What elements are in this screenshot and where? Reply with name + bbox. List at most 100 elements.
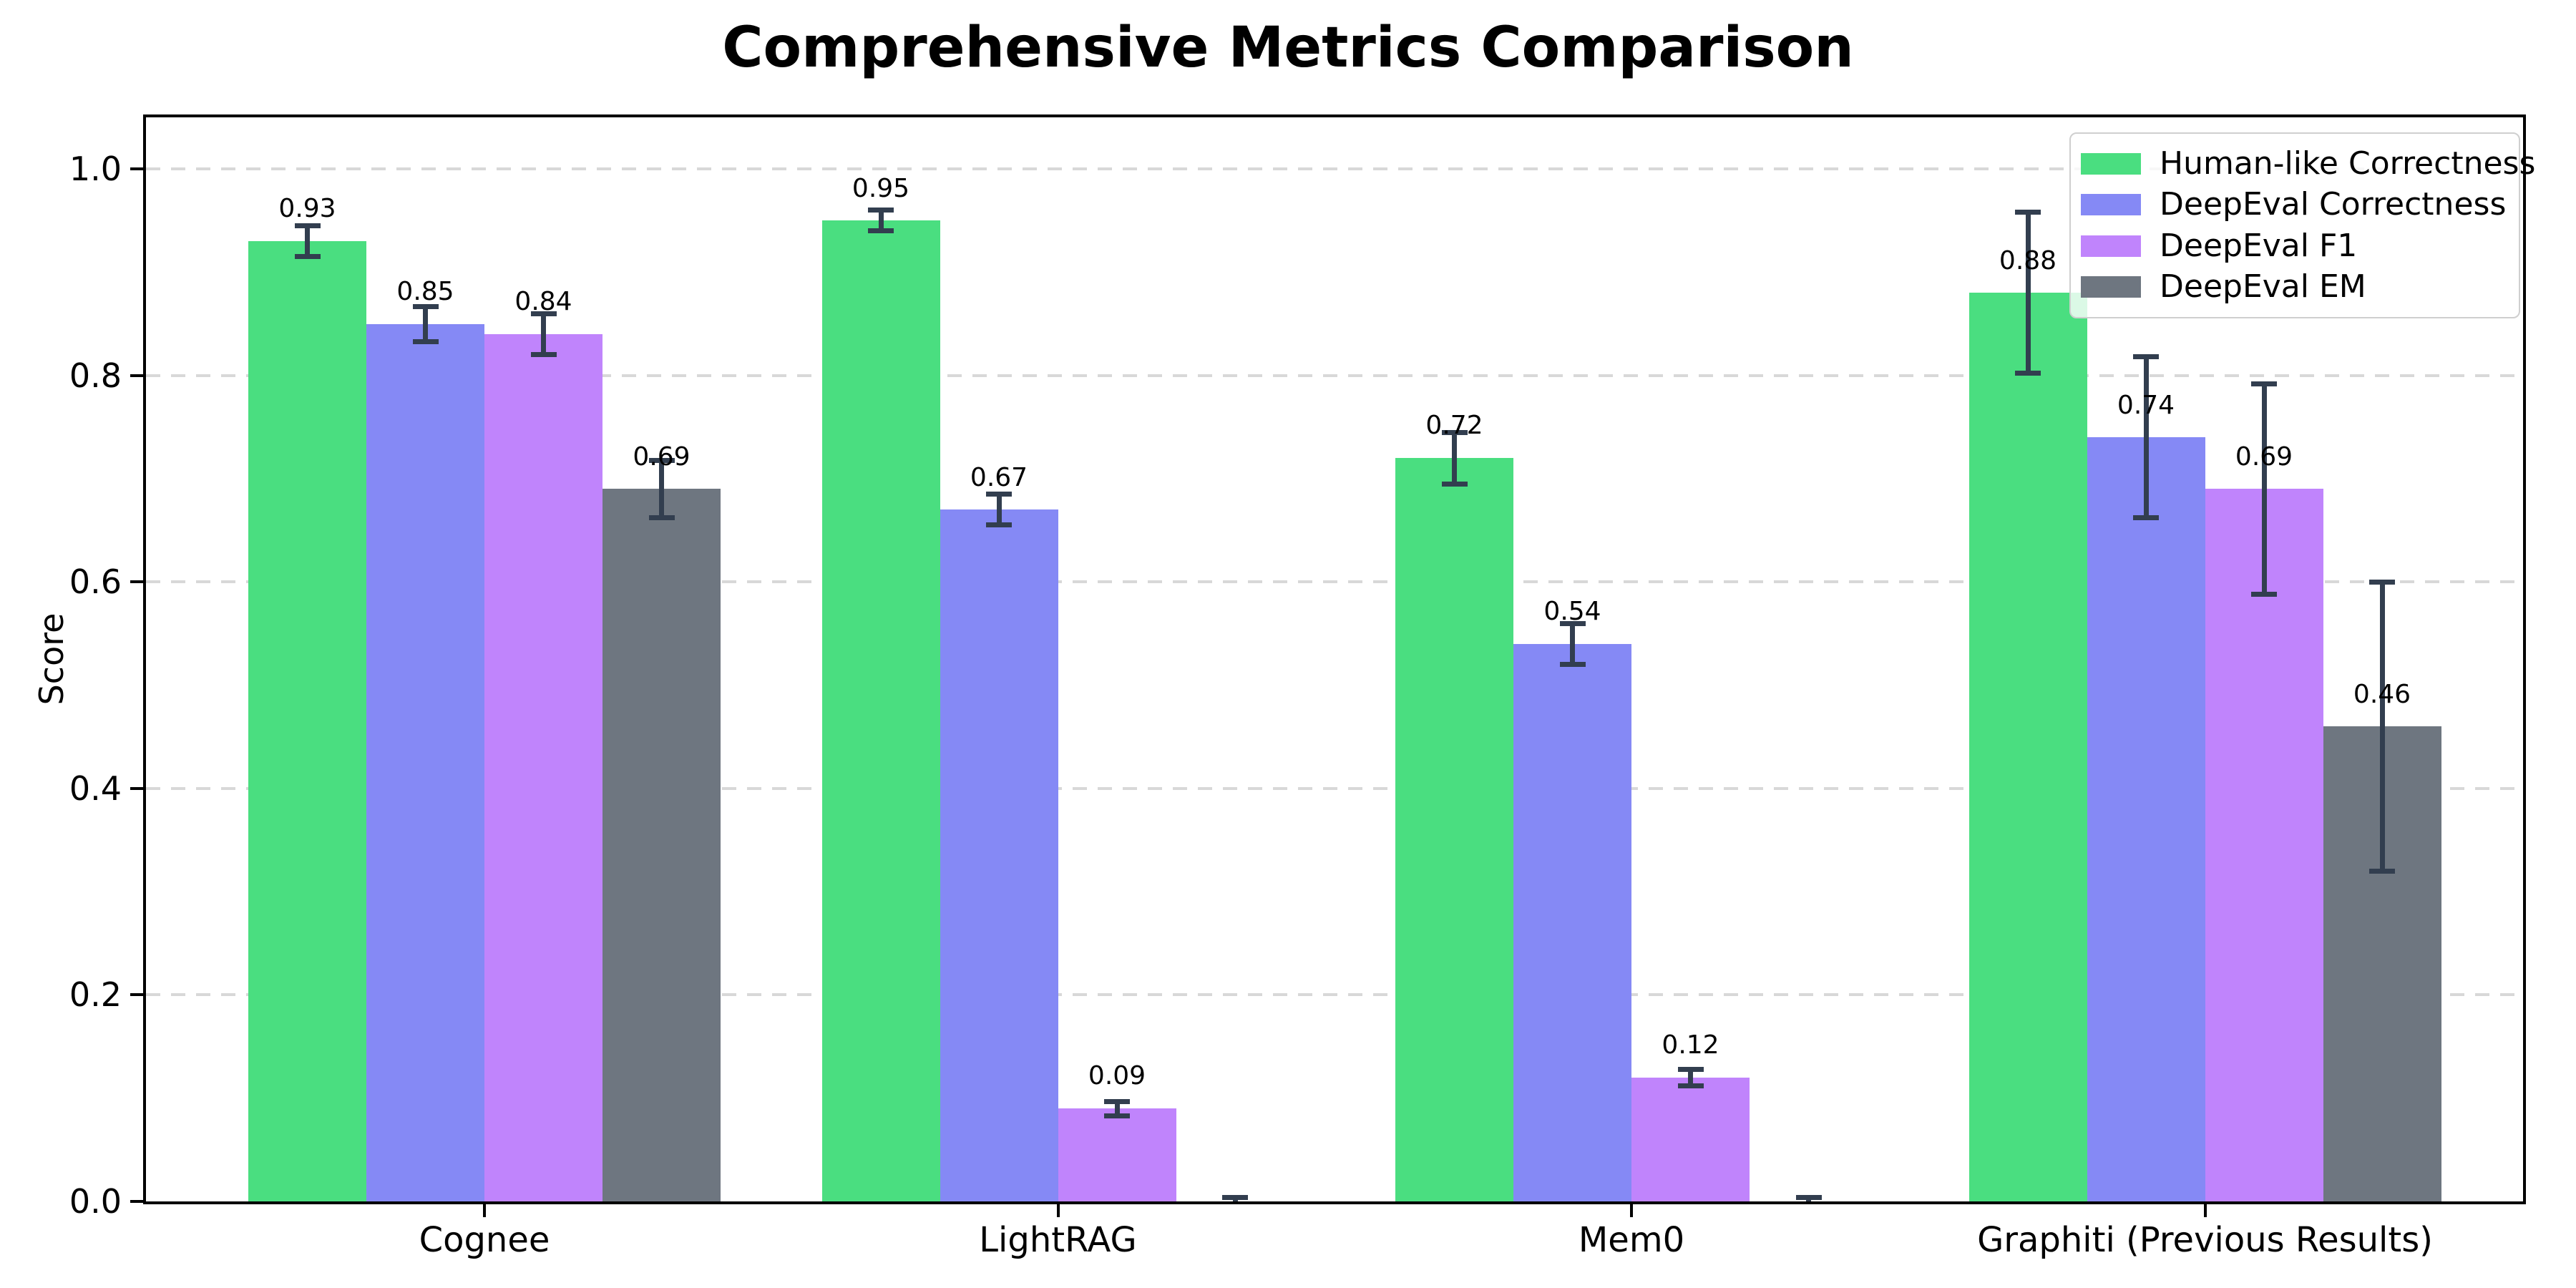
error-bar bbox=[2143, 356, 2149, 518]
x-tick-mark bbox=[2203, 1204, 2207, 1217]
error-bar bbox=[2025, 212, 2031, 374]
bar-value-label: 0.74 bbox=[2117, 390, 2175, 420]
bar bbox=[602, 489, 721, 1201]
error-bar bbox=[1452, 432, 1457, 484]
y-tick-mark bbox=[130, 167, 143, 171]
error-bar-cap bbox=[986, 522, 1012, 528]
legend-item-label: DeepEval F1 bbox=[2160, 227, 2358, 264]
y-tick-mark bbox=[130, 993, 143, 997]
legend-item: Human-like Correctness bbox=[2081, 147, 2535, 180]
y-tick-mark bbox=[130, 1200, 143, 1203]
error-bar-cap bbox=[986, 492, 1012, 497]
error-bar-cap bbox=[2133, 515, 2159, 521]
error-bar-cap bbox=[1222, 1194, 1248, 1200]
bar bbox=[366, 323, 484, 1201]
error-bar-cap bbox=[2015, 210, 2041, 215]
error-bar-cap bbox=[2251, 381, 2277, 386]
error-bar bbox=[1688, 1069, 1693, 1086]
gridline-y-1.0 bbox=[146, 167, 2523, 171]
error-bar bbox=[1570, 623, 1575, 665]
bar bbox=[940, 509, 1058, 1201]
error-bar bbox=[541, 313, 546, 355]
error-bar-cap bbox=[1795, 1194, 1822, 1200]
error-bar-cap bbox=[1222, 1203, 1248, 1204]
x-tick-mark bbox=[1630, 1204, 1633, 1217]
bar bbox=[484, 334, 602, 1201]
error-bar-cap bbox=[1559, 620, 1586, 626]
bar bbox=[821, 220, 940, 1201]
error-bar-cap bbox=[2369, 868, 2395, 874]
legend-swatch bbox=[2081, 276, 2141, 298]
bar-value-label: 0.84 bbox=[514, 287, 572, 317]
bar-value-label: 0.46 bbox=[2353, 679, 2411, 709]
y-tick-label: 0.2 bbox=[69, 975, 122, 1015]
y-tick-mark bbox=[130, 786, 143, 790]
bar-value-label: 0.67 bbox=[970, 462, 1028, 492]
error-bar bbox=[305, 225, 310, 257]
error-bar bbox=[1114, 1101, 1120, 1116]
error-bar-cap bbox=[868, 208, 894, 213]
y-tick-label: 0.0 bbox=[69, 1182, 122, 1221]
error-bar bbox=[2379, 582, 2385, 872]
bar bbox=[1968, 293, 2087, 1201]
bar-value-label: 0.09 bbox=[1088, 1061, 1146, 1091]
gridline-y-0.4 bbox=[146, 786, 2523, 790]
legend-item: DeepEval Correctness bbox=[2081, 189, 2519, 220]
bar bbox=[2087, 437, 2205, 1201]
y-tick-label: 1.0 bbox=[69, 150, 122, 189]
error-bar bbox=[878, 210, 884, 231]
error-bar-cap bbox=[868, 228, 894, 234]
error-bar-cap bbox=[294, 223, 321, 228]
legend: Human-like Correctness DeepEval Correctne… bbox=[2069, 132, 2535, 318]
error-bar-cap bbox=[530, 311, 557, 316]
bar-value-label: 0.54 bbox=[1543, 597, 1601, 627]
legend-item-label: DeepEval Correctness bbox=[2160, 186, 2507, 223]
error-bar-cap bbox=[1677, 1066, 1704, 1072]
error-bar-cap bbox=[1441, 429, 1468, 435]
x-tick-label: Mem0 bbox=[1578, 1220, 1685, 1260]
bar bbox=[1058, 1108, 1176, 1201]
error-bar-cap bbox=[1559, 662, 1586, 668]
x-tick-label: Cognee bbox=[419, 1220, 550, 1260]
chart-title: Comprehensive Metrics Comparison bbox=[722, 16, 1854, 80]
error-bar-cap bbox=[412, 303, 439, 309]
error-bar bbox=[996, 494, 1002, 525]
error-bar bbox=[659, 460, 664, 518]
y-tick-mark bbox=[130, 374, 143, 377]
error-bar-cap bbox=[2369, 579, 2395, 585]
error-bar-cap bbox=[412, 338, 439, 344]
bar bbox=[1513, 643, 1631, 1201]
legend-swatch bbox=[2081, 194, 2141, 216]
error-bar bbox=[423, 306, 428, 342]
error-bar-cap bbox=[2015, 371, 2041, 376]
x-tick-mark bbox=[1056, 1204, 1060, 1217]
error-bar-cap bbox=[2251, 592, 2277, 597]
legend-item: DeepEval EM bbox=[2081, 271, 2519, 303]
bar-value-label: 0.85 bbox=[396, 276, 454, 306]
bar bbox=[248, 241, 366, 1201]
bar bbox=[2205, 489, 2323, 1201]
error-bar-cap bbox=[648, 457, 675, 463]
error-bar-cap bbox=[294, 254, 321, 260]
error-bar-cap bbox=[1104, 1098, 1130, 1104]
bar bbox=[1395, 458, 1513, 1201]
x-tick-label: Graphiti (Previous Results) bbox=[1977, 1220, 2433, 1260]
bar-value-label: 0.93 bbox=[278, 194, 336, 224]
error-bar-cap bbox=[530, 352, 557, 358]
error-bar-cap bbox=[1104, 1113, 1130, 1118]
legend-swatch bbox=[2081, 152, 2141, 175]
gridline-y-0.6 bbox=[146, 580, 2523, 584]
x-tick-label: LightRAG bbox=[979, 1220, 1137, 1260]
gridline-y-0.8 bbox=[146, 374, 2523, 377]
y-axis-label: Score bbox=[32, 613, 71, 706]
bar-value-label: 0.12 bbox=[1662, 1030, 1719, 1060]
legend-swatch bbox=[2081, 235, 2141, 257]
bar bbox=[1631, 1077, 1750, 1201]
x-tick-mark bbox=[483, 1204, 486, 1217]
legend-item-label: Human-like Correctness bbox=[2160, 145, 2536, 182]
bar-value-label: 0.69 bbox=[2235, 441, 2293, 472]
error-bar-cap bbox=[1796, 1203, 1822, 1204]
error-bar-cap bbox=[2133, 354, 2159, 360]
y-tick-mark bbox=[130, 580, 143, 584]
error-bar-cap bbox=[1441, 481, 1468, 487]
